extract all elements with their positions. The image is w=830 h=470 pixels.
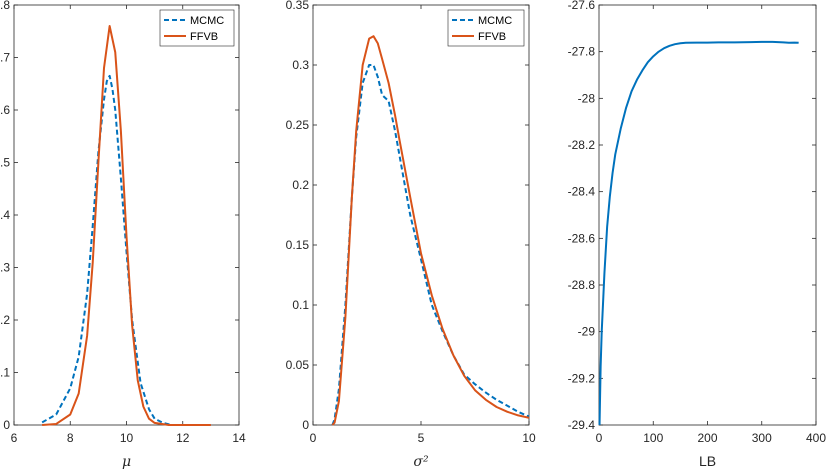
legend-label-mcmc: MCMC <box>190 15 224 27</box>
x-tick-label: 300 <box>752 431 772 445</box>
legend-label-ffvb: FFVB <box>478 31 506 43</box>
y-tick-label: 0.25 <box>286 118 310 132</box>
series-line-lower-bound <box>598 40 799 426</box>
plot-area <box>312 4 530 426</box>
y-tick-label: 0.35 <box>286 0 310 12</box>
chart-panel-1: 0 0.1 0.2 0.3 0.4 0.5 0.6 0.7 0.8 6 8 10 12 14 μ MCMC FF… <box>0 0 246 470</box>
y-tick-label: 0.05 <box>286 358 310 372</box>
legend-box <box>447 9 525 47</box>
plot-area <box>598 4 817 426</box>
y-tick-label: -29.2 <box>568 371 596 385</box>
x-tick-label: 10 <box>120 431 134 445</box>
y-tick-label: -28.4 <box>568 185 596 199</box>
series-line-ffvb <box>42 25 211 426</box>
x-tick-label: 8 <box>67 431 74 445</box>
y-tick-label: 0.3 <box>0 261 10 275</box>
x-tick-label: 0 <box>310 431 317 445</box>
x-tick-label: 400 <box>806 431 826 445</box>
x-tick-label: 6 <box>11 431 18 445</box>
y-tick-label: 0.15 <box>286 238 310 252</box>
y-tick-label: -27.8 <box>568 45 596 59</box>
y-tick-label: -27.6 <box>568 0 596 12</box>
y-tick-label: 0.2 <box>0 313 10 327</box>
y-tick-label: 0 <box>3 418 10 432</box>
y-tick-label: 0.7 <box>0 51 10 65</box>
x-tick-label: 200 <box>697 431 717 445</box>
y-tick-label: 0.8 <box>0 0 10 12</box>
y-tick-label: -28.6 <box>568 231 596 245</box>
chart-panel-3: -29.4 -29.2 -29 -28.8 -28.6 -28.4 -28.2 -28 -27.… <box>568 0 827 469</box>
x-tick-label: 0 <box>596 431 603 445</box>
y-tick-label: -28 <box>578 91 596 105</box>
x-tick-label: 14 <box>232 431 246 445</box>
legend-box <box>159 9 235 47</box>
series-line-mcmc <box>41 74 172 426</box>
y-tick-label: 0.5 <box>0 156 10 170</box>
x-tick-label: 5 <box>418 431 425 445</box>
y-tick-label: -29.4 <box>568 418 596 432</box>
x-axis-label: LB <box>699 453 716 469</box>
legend: MCMC FFVB <box>159 9 235 47</box>
legend-label-ffvb: FFVB <box>190 31 218 43</box>
y-tick-label: 0.6 <box>0 103 10 117</box>
y-tick-label: 0.4 <box>0 208 10 222</box>
y-tick-label: -29 <box>578 325 596 339</box>
plot-area <box>13 4 240 426</box>
legend: MCMC FFVB <box>447 9 525 47</box>
y-tick-label: -28.8 <box>568 278 596 292</box>
x-axis-label: μ <box>122 454 131 470</box>
x-tick-label: 12 <box>176 431 190 445</box>
y-tick-label: 0.1 <box>0 366 10 380</box>
y-tick-label: 0 <box>302 418 309 432</box>
x-tick-label: 10 <box>522 431 536 445</box>
series-line-ffvb <box>331 35 530 426</box>
y-tick-label: -28.2 <box>568 138 596 152</box>
x-axis-label: σ² <box>413 454 429 470</box>
y-tick-label: 0.1 <box>292 298 309 312</box>
legend-label-mcmc: MCMC <box>478 15 512 27</box>
y-tick-label: 0.2 <box>292 178 309 192</box>
chart-panel-2: 0 0.05 0.1 0.15 0.2 0.25 0.3 0.35 0 5 10 σ² MCMC FFVB <box>286 0 536 470</box>
y-tick-label: 0.3 <box>292 58 309 72</box>
x-tick-label: 100 <box>643 431 663 445</box>
series-line-mcmc <box>331 64 530 426</box>
